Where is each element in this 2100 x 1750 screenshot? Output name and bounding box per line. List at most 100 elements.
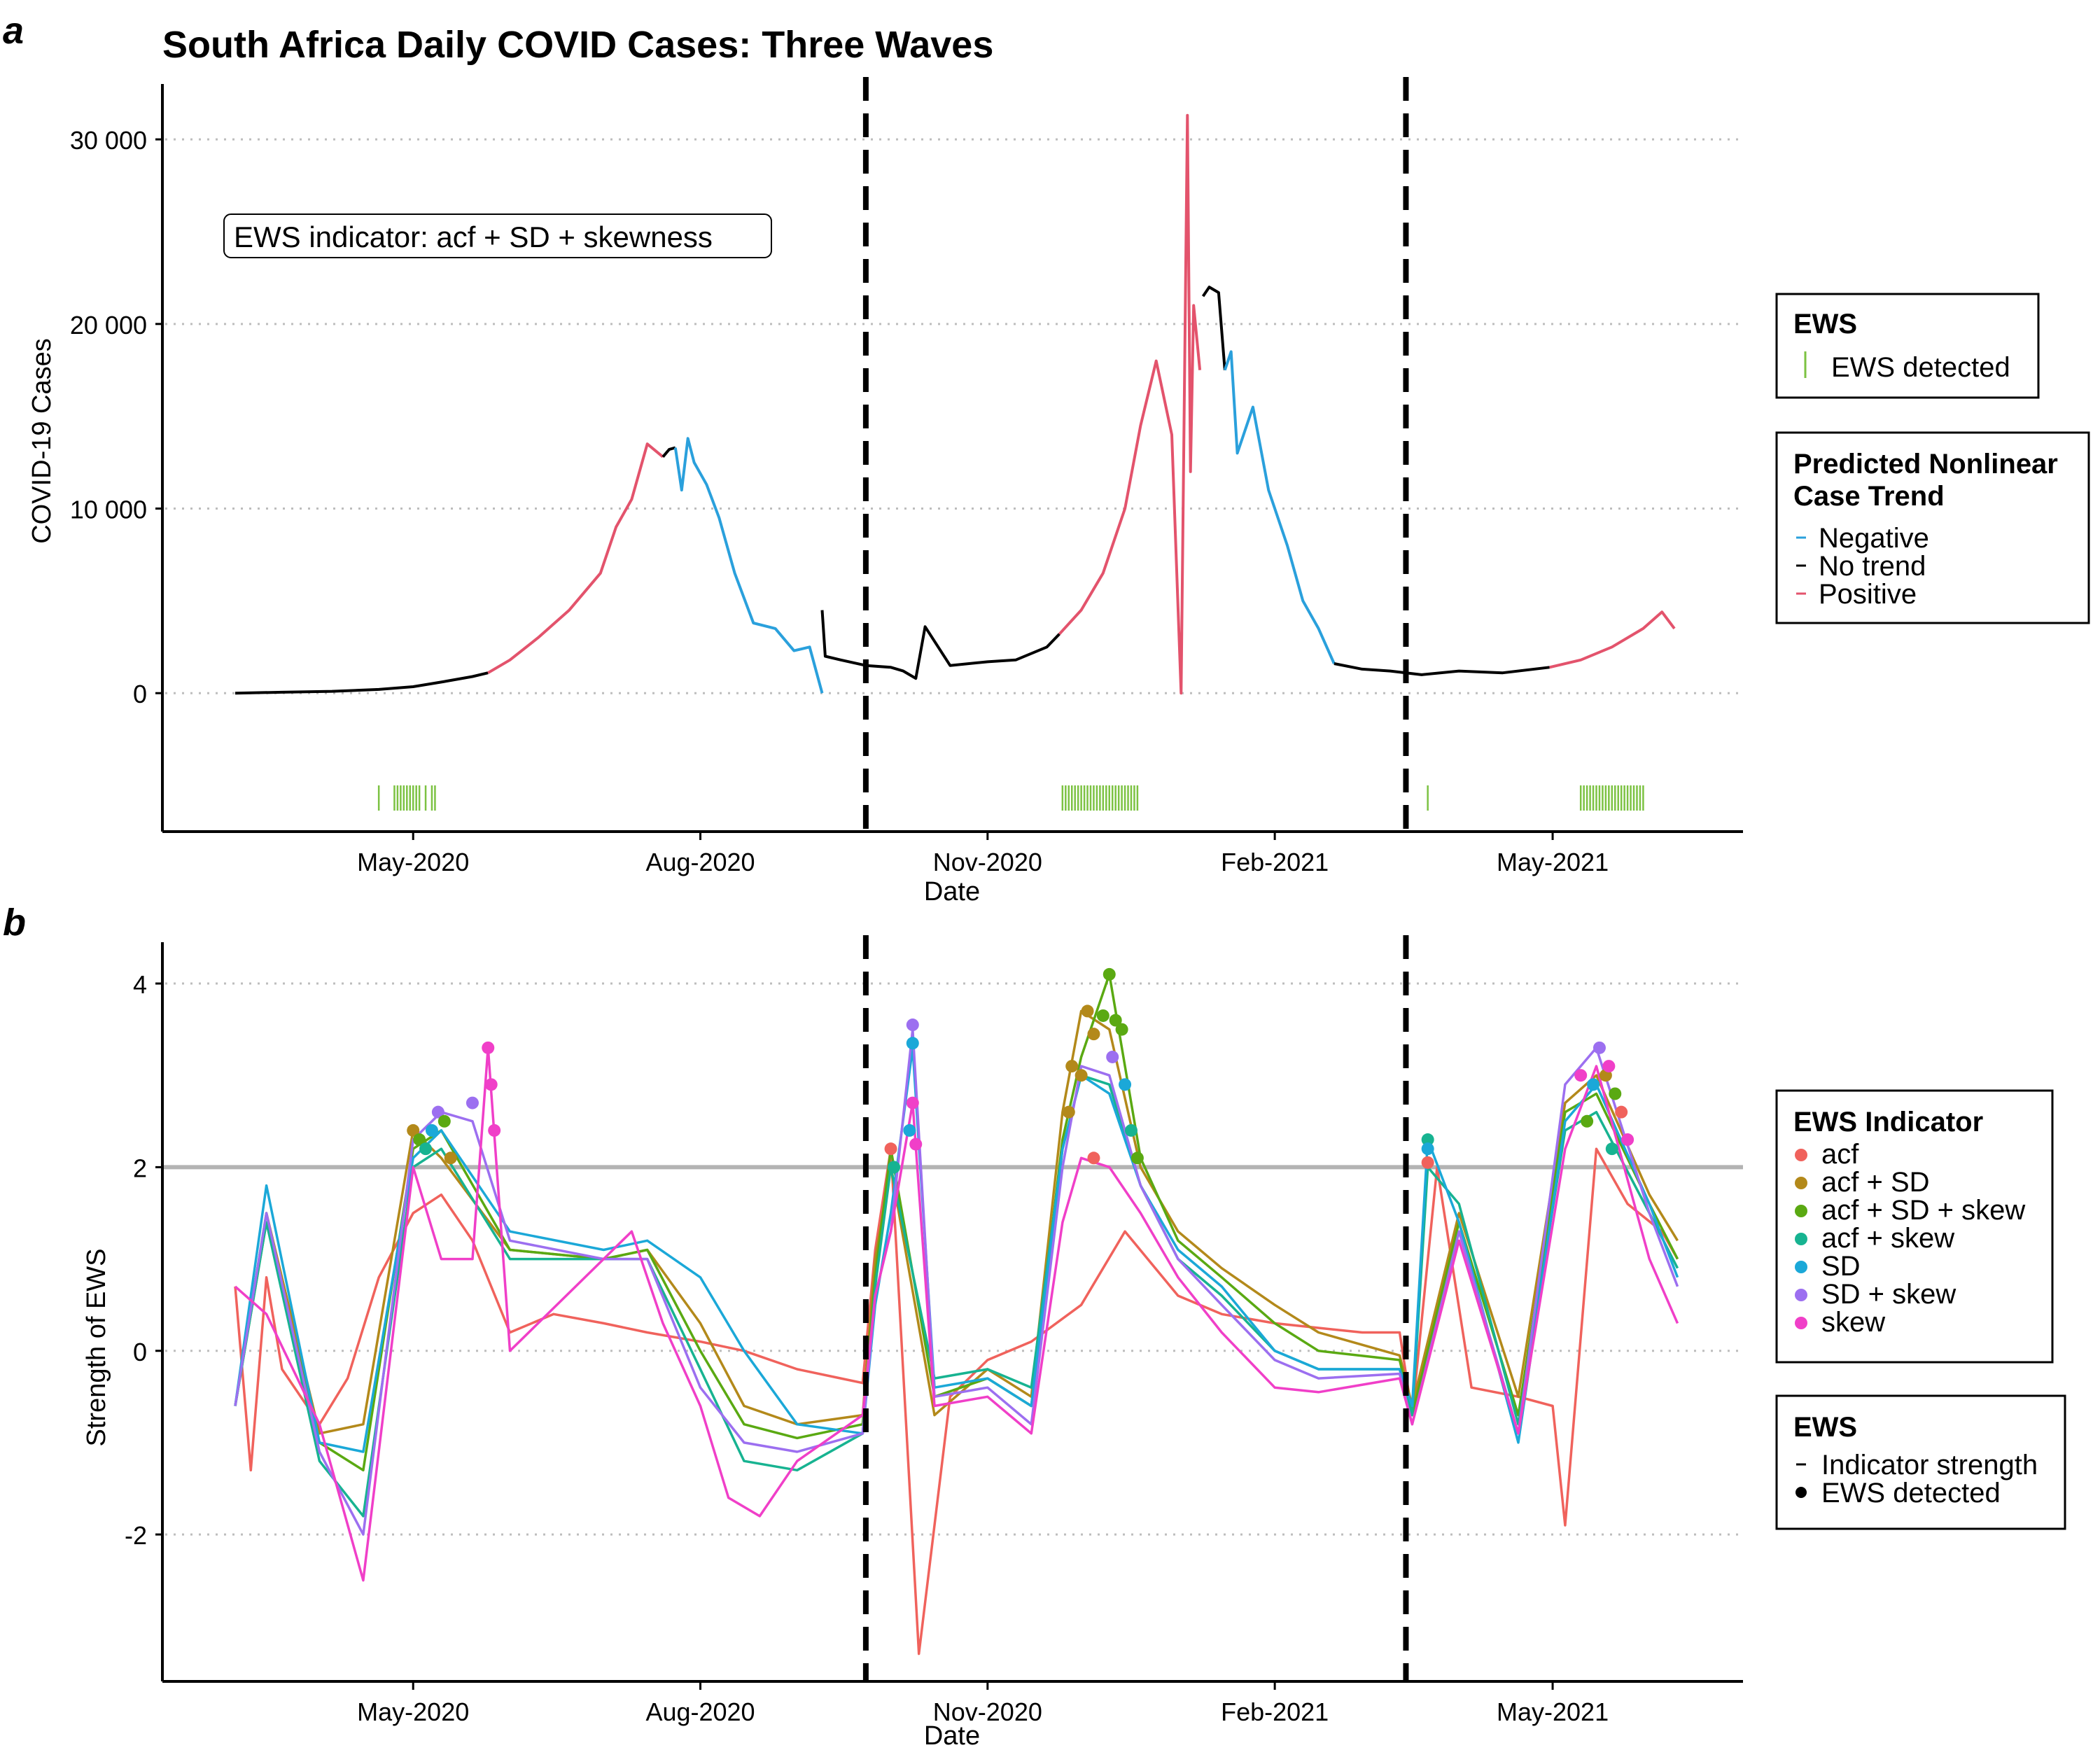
- ews-detected-point: [488, 1124, 501, 1137]
- legend-title: EWS: [1793, 309, 1857, 340]
- ews-detected-point: [407, 1124, 420, 1137]
- ews-detected-point: [1115, 1023, 1128, 1036]
- y-tick-label: 0: [133, 680, 147, 708]
- ews-indicator-annotation: EWS indicator: acf + SD + skewness: [223, 214, 772, 258]
- x-tick-label: May-2021: [1497, 848, 1609, 876]
- y-tick-label: 0: [133, 1338, 147, 1366]
- panel-a-ews-ticks: [377, 785, 1644, 811]
- ews-detected-point: [1106, 1050, 1119, 1063]
- legend-title-line1: Predicted Nonlinear: [1793, 449, 2058, 479]
- case-line-no-trend: [1201, 286, 1226, 370]
- ews-detected-point: [1609, 1087, 1622, 1100]
- x-tick-label: Feb-2021: [1221, 848, 1329, 876]
- ews-detected-point: [419, 1142, 433, 1156]
- ews-detected-point: [444, 1152, 457, 1165]
- ews-detected-point: [1124, 1124, 1138, 1137]
- legend-item: acf + SD + skew: [1821, 1195, 2025, 1226]
- ews-detected-point: [903, 1124, 916, 1137]
- x-tick-label: Nov-2020: [933, 1698, 1042, 1726]
- ews-detected-point: [1096, 1009, 1110, 1022]
- case-line-negative: [673, 437, 824, 694]
- ews-detected-point: [438, 1114, 451, 1128]
- legend-item: acf + SD: [1821, 1167, 1930, 1198]
- case-line-positive: [1549, 610, 1676, 669]
- ews-detected-point: [413, 1133, 426, 1147]
- ews-detected-point: [1421, 1133, 1434, 1147]
- legend-item: acf: [1821, 1139, 1859, 1170]
- panel-b-label: b: [3, 902, 26, 944]
- indicator-line-acf-skew: [234, 1074, 1679, 1518]
- ews-detected-point: [1621, 1133, 1634, 1147]
- legend-item-indicator-strength: Indicator strength: [1821, 1450, 2038, 1480]
- ews-detected-point: [1421, 1156, 1434, 1169]
- legend-key: [1795, 1289, 1807, 1301]
- panel-a-legend-ews: EWS EWS detected: [1775, 293, 2040, 399]
- annotation-text: EWS indicator: acf + SD + skewness: [234, 220, 713, 253]
- legend-item-positive: Positive: [1819, 579, 1917, 610]
- ews-detected-point: [888, 1161, 901, 1174]
- panel-b-gridlines: [164, 982, 1743, 1536]
- indicator-line-sd-skew: [234, 1028, 1679, 1536]
- panel-b-indicator-lines: [234, 973, 1679, 1656]
- panel-b-legend-ews: EWS Indicator strength EWS detected: [1775, 1394, 2066, 1530]
- panel-a-label: a: [3, 10, 24, 52]
- panel-b-ews-points: [407, 967, 1634, 1174]
- x-tick-label: May-2020: [357, 1698, 469, 1726]
- panel-a-y-axis-title: COVID-19 Cases: [27, 338, 57, 544]
- legend-title: EWS Indicator: [1793, 1107, 1983, 1138]
- x-tick-label: Aug-2020: [645, 1698, 755, 1726]
- panel-b-axes: -2 0 2 4 May-2020 Aug-2020 Nov-2020 Feb-2021 May…: [125, 942, 1743, 1726]
- legend-box: [1775, 293, 2040, 399]
- legend-key-ews-detected: [1795, 1487, 1807, 1498]
- x-tick-label: Aug-2020: [645, 848, 755, 876]
- panel-b-y-axis-title: Strength of EWS: [82, 1248, 111, 1446]
- legend-box: [1775, 431, 2090, 624]
- legend-box: [1775, 1089, 2054, 1364]
- ews-detected-point: [1587, 1078, 1600, 1091]
- ews-detected-point: [906, 1037, 919, 1050]
- case-line-no-trend: [1334, 662, 1550, 676]
- y-tick-label: 30 000: [70, 126, 147, 155]
- case-line-positive: [487, 442, 664, 674]
- panel-b-wave-boundaries: [862, 935, 1409, 1681]
- panel-a-legend-trend: Predicted Nonlinear Case Trend Negative …: [1775, 431, 2090, 624]
- y-tick-label: 2: [133, 1154, 147, 1182]
- y-tick-label: 20 000: [70, 311, 147, 340]
- ews-detected-point: [1081, 1004, 1094, 1018]
- chart-title: South Africa Daily COVID Cases: Three Wa…: [162, 24, 993, 66]
- ews-detected-point: [1062, 1105, 1075, 1119]
- x-tick-label: May-2020: [357, 848, 469, 876]
- legend-item: SD + skew: [1821, 1279, 1956, 1310]
- case-line-negative: [1223, 350, 1336, 664]
- ews-detected-point: [909, 1138, 923, 1151]
- panel-a-cases-chart: a South Africa Daily COVID Cases: Three …: [3, 10, 2090, 906]
- legend-item: SD: [1821, 1251, 1861, 1282]
- legend-key: [1795, 1317, 1807, 1329]
- panel-b-x-axis-title: Date: [924, 1721, 980, 1750]
- ews-detected-point: [1087, 1152, 1100, 1165]
- ews-detected-point: [1574, 1069, 1588, 1082]
- legend-item-negative: Negative: [1819, 523, 1929, 554]
- legend-key: [1795, 1149, 1807, 1161]
- ews-detected-point: [1602, 1060, 1616, 1073]
- ews-detected-point: [906, 1096, 919, 1110]
- legend-key: [1795, 1205, 1807, 1217]
- legend-item: acf + skew: [1821, 1223, 1954, 1254]
- legend-item-ews-detected: EWS detected: [1831, 352, 2010, 383]
- panel-b-ews-strength-chart: b -2 0 2 4 May-2020 Aug-2020 Nov-2020 Feb-2021 M…: [3, 902, 2066, 1750]
- case-line-no-trend: [662, 446, 676, 458]
- ews-detected-point: [1592, 1041, 1606, 1054]
- case-line-no-trend: [820, 610, 1060, 680]
- ews-detected-point: [1119, 1078, 1132, 1091]
- x-tick-label: Nov-2020: [933, 848, 1042, 876]
- ews-detected-point: [1421, 1142, 1434, 1156]
- legend-key: [1795, 1261, 1807, 1273]
- ews-detected-point: [1109, 1014, 1122, 1027]
- case-line-no-trend: [234, 671, 489, 695]
- ews-detected-point: [482, 1041, 495, 1054]
- panel-a-x-axis-title: Date: [924, 877, 980, 906]
- case-line-positive: [1058, 113, 1202, 695]
- ews-detected-point: [906, 1018, 919, 1032]
- panel-a-axes: 0 10 000 20 000 30 000 May-2020 Aug-2020 Nov-2…: [70, 84, 1743, 876]
